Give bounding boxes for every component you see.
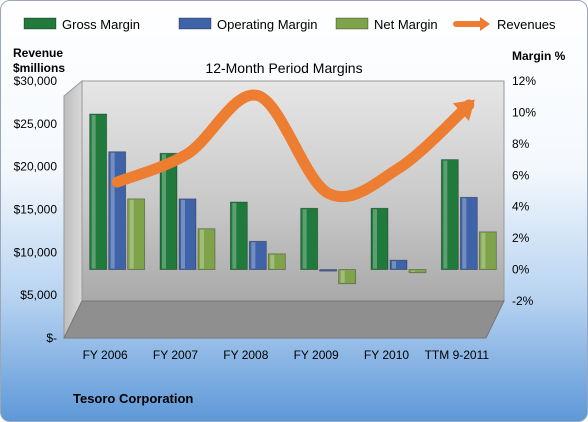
left-tick-label: $15,000: [14, 203, 58, 217]
bar-highlight: [411, 270, 415, 272]
plot-side-wall: [63, 79, 83, 339]
legend-label: Net Margin: [374, 17, 438, 32]
x-tick-label: TTM 9-2011: [425, 348, 490, 362]
bar-net-margin: [408, 269, 427, 274]
bar-net-margin: [267, 253, 286, 270]
left-tick-label: $5,000: [20, 288, 57, 302]
bar-highlight: [129, 199, 134, 269]
bar-highlight: [181, 199, 185, 269]
right-tick-label: 0%: [512, 263, 530, 277]
right-tick-label: 8%: [512, 137, 530, 151]
bar-net-margin: [197, 228, 216, 270]
legend-swatch-net-margin: [335, 17, 369, 30]
left-axis-title-line2: $millions: [13, 61, 65, 75]
left-axis-title-line1: Revenue: [13, 46, 63, 60]
right-tick-label: 6%: [512, 168, 530, 182]
bar-highlight: [110, 152, 115, 269]
bar-gross-margin: [89, 113, 108, 270]
bars: [89, 113, 497, 285]
legend: Gross Margin Operating Margin Net Margin Re…: [23, 17, 556, 32]
bar-operating-margin: [178, 198, 197, 270]
x-tick-label: FY 2010: [364, 348, 409, 362]
bar-operating-margin: [248, 240, 267, 270]
bar-highlight: [200, 229, 204, 269]
bar-highlight: [270, 254, 275, 269]
bar-gross-margin: [159, 152, 178, 270]
right-tick-label: 4%: [512, 200, 530, 214]
left-tick-label: $10,000: [14, 245, 58, 259]
bar-highlight: [443, 160, 448, 269]
revenue-arrow-head: [452, 99, 475, 121]
bar-net-margin: [127, 198, 146, 270]
left-tick-label: $25,000: [14, 117, 58, 131]
legend-swatch-gross-margin: [23, 17, 57, 30]
legend-label: Revenues: [497, 17, 556, 32]
bar-highlight: [340, 270, 345, 283]
bar-highlight: [232, 203, 237, 269]
bar-gross-margin: [229, 201, 248, 270]
bar-net-margin: [338, 269, 357, 285]
bar-highlight: [302, 209, 307, 269]
left-tick-label: $30,000: [14, 74, 58, 88]
right-tick-label: 2%: [512, 231, 530, 245]
revenue-line: [111, 89, 475, 203]
right-tick-label: 12%: [512, 74, 536, 88]
legend-arrow-revenues: [480, 17, 490, 31]
bar-highlight: [462, 198, 467, 269]
bar-operating-margin: [319, 269, 338, 272]
x-tick-label: FY 2009: [294, 348, 339, 362]
bar-highlight: [91, 115, 96, 269]
chart-title: 12-Month Period Margins: [205, 60, 362, 76]
plot-floor: [63, 300, 505, 339]
right-tick-label: 10%: [512, 105, 536, 119]
bar-highlight: [162, 154, 166, 269]
bar-gross-margin: [440, 159, 459, 270]
legend-label: Gross Margin: [62, 17, 140, 32]
bar-highlight: [481, 232, 486, 269]
left-tick-label: $-: [46, 331, 57, 345]
bar-highlight: [251, 242, 256, 269]
left-tick-label: $20,000: [14, 160, 58, 174]
right-axis-title: Margin %: [512, 49, 566, 63]
bar-operating-margin: [459, 196, 478, 270]
legend-swatch-operating-margin: [178, 17, 212, 30]
legend-label: Operating Margin: [217, 17, 317, 32]
x-tick-label: FY 2006: [83, 348, 128, 362]
plot-back-wall: [81, 80, 505, 302]
bar-operating-margin: [389, 259, 408, 270]
bar-highlight: [392, 261, 396, 269]
bar-net-margin: [478, 231, 497, 270]
bar-gross-margin: [300, 207, 319, 270]
bar-highlight: [373, 209, 377, 269]
right-tick-label: -2%: [512, 294, 534, 308]
axes: $- $5,000 $10,000 $15,000 $20,000 $25,000 $30,…: [14, 74, 537, 362]
x-tick-label: FY 2008: [223, 348, 268, 362]
footer-company: Tesoro Corporation: [73, 391, 193, 406]
bar-gross-margin: [370, 207, 389, 270]
x-tick-label: FY 2007: [153, 348, 198, 362]
